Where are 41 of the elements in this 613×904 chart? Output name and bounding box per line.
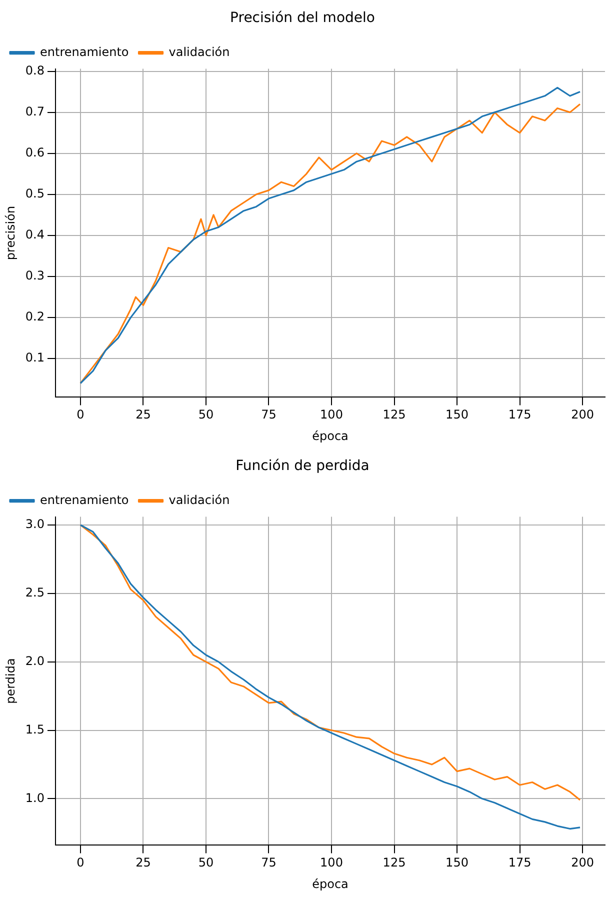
chart-title: Precisión del modelo <box>230 10 375 26</box>
legend-label: entrenamiento <box>40 44 129 59</box>
x-tick-label: 50 <box>198 408 214 422</box>
y-tick-label: 0.7 <box>25 104 44 118</box>
y-tick-label: 1.0 <box>25 790 44 805</box>
chart-title: Función de perdida <box>236 458 370 474</box>
y-axis-title: precisión <box>3 206 18 260</box>
x-tick-label: 150 <box>446 408 468 422</box>
x-axis-title: época <box>312 428 348 443</box>
y-tick-label: 0.1 <box>25 350 44 365</box>
x-tick-label: 100 <box>320 856 343 870</box>
x-tick-label: 25 <box>136 856 151 870</box>
x-tick-label: 175 <box>508 408 532 422</box>
y-tick-label: 0.2 <box>25 310 44 324</box>
y-tick-label: 0.6 <box>25 145 44 160</box>
legend-label: validación <box>168 492 230 507</box>
y-tick-label: 0.4 <box>25 228 44 242</box>
y-tick-label: 3.0 <box>25 517 44 532</box>
x-tick-label: 125 <box>382 856 406 870</box>
x-tick-label: 50 <box>198 856 214 870</box>
y-tick-label: 2.0 <box>25 654 44 668</box>
legend-label: validación <box>168 44 230 59</box>
y-tick-label: 2.5 <box>25 586 44 600</box>
x-tick-label: 175 <box>508 856 532 870</box>
y-tick-label: 0.8 <box>25 63 44 78</box>
x-tick-label: 100 <box>320 408 343 422</box>
x-tick-label: 0 <box>76 408 84 422</box>
y-tick-label: 1.5 <box>25 722 44 736</box>
x-tick-label: 200 <box>571 408 594 422</box>
x-tick-label: 75 <box>261 408 276 422</box>
y-tick-label: 0.5 <box>25 186 44 201</box>
y-axis-title: perdida <box>3 658 18 704</box>
x-tick-label: 150 <box>446 856 468 870</box>
x-tick-label: 25 <box>136 408 151 422</box>
x-axis-title: época <box>312 876 348 891</box>
legend-label: entrenamiento <box>40 492 129 507</box>
x-tick-label: 0 <box>76 856 84 870</box>
x-tick-label: 125 <box>382 408 406 422</box>
x-tick-label: 200 <box>571 856 594 870</box>
x-tick-label: 75 <box>261 856 276 870</box>
y-tick-label: 0.3 <box>25 268 44 283</box>
